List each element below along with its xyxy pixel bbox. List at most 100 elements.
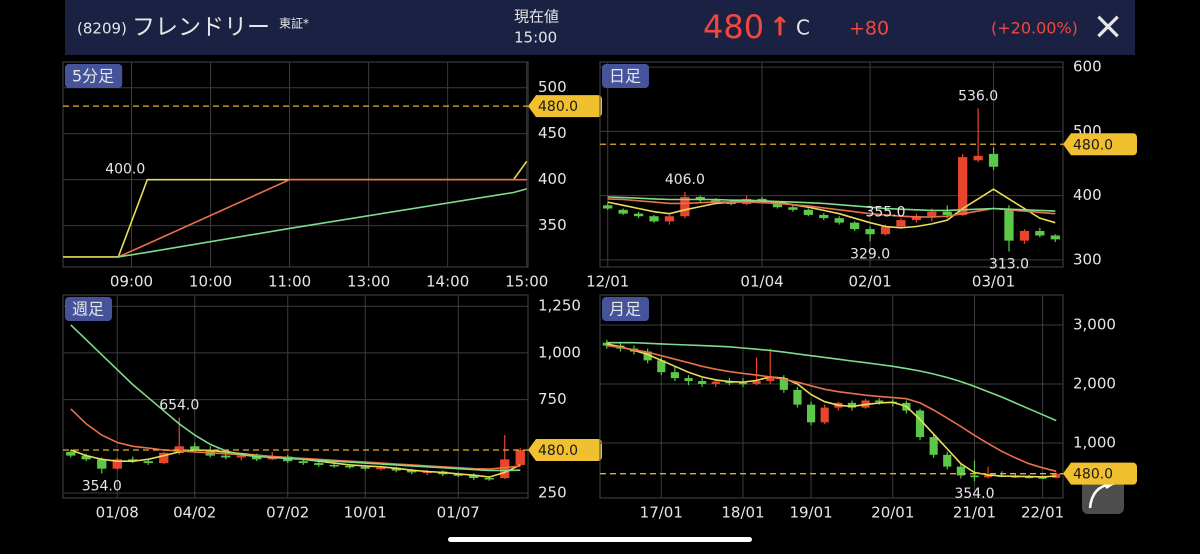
candle-body (793, 389, 802, 405)
price-change-pct: (+20.00%) (991, 19, 1078, 38)
x-tick-label: 20/01 (871, 504, 914, 522)
ma-line (607, 196, 1056, 212)
price-tag (1063, 133, 1137, 156)
price-tag-label: 480.0 (538, 443, 578, 459)
y-tick-label: 300 (1073, 250, 1102, 268)
candle-body (376, 467, 386, 470)
y-tick-label: 450 (538, 124, 567, 142)
candle-body (970, 475, 979, 478)
x-tick-label: 13:00 (347, 273, 390, 291)
panel-tab (65, 297, 113, 321)
x-tick-label: 14:00 (426, 273, 469, 291)
candle-body (174, 446, 184, 453)
x-tick-label: 22/01 (1021, 504, 1064, 522)
candle-body (97, 459, 107, 469)
candle-body (680, 196, 690, 217)
candle-body (779, 378, 788, 390)
candle-body (500, 459, 510, 479)
price-change: +80 (849, 18, 889, 40)
stock-code: (8209) (77, 20, 127, 38)
candle-body (66, 451, 76, 456)
candle-body (896, 220, 906, 227)
y-tick-label: 1,250 (538, 297, 581, 315)
price-tag (1063, 462, 1137, 485)
candle-body (1052, 473, 1061, 478)
candle-body (1050, 235, 1060, 240)
y-tick-label: 3,000 (1073, 315, 1116, 333)
x-tick-label: 01/04 (740, 273, 783, 291)
candle-body (834, 218, 844, 223)
x-tick-label: 11:00 (268, 273, 311, 291)
panel-tab-label: 月足 (609, 300, 641, 319)
x-tick-label: 07/02 (266, 504, 309, 522)
x-tick-label: 03/01 (972, 273, 1015, 291)
candle-body (407, 470, 417, 473)
y-tick-label: 750 (538, 390, 567, 408)
panel-tab (65, 64, 123, 88)
candle-body (752, 381, 761, 384)
candle-body (772, 202, 783, 208)
price-tag-label: 480.0 (1073, 467, 1113, 483)
candle-body (112, 459, 122, 469)
panel-tab-label: 日足 (609, 67, 641, 86)
x-tick-label: 01/07 (437, 504, 480, 522)
panel-tab (602, 297, 650, 321)
candle-body (766, 378, 775, 382)
price-time: 15:00 (514, 29, 557, 47)
candle-body (1019, 231, 1030, 241)
panel-tab-label: 週足 (72, 300, 104, 319)
ma-line (606, 341, 1057, 422)
price-annotation: 354.0 (82, 479, 122, 495)
x-tick-label: 01/08 (96, 504, 139, 522)
price-tag-label: 480.0 (538, 99, 578, 115)
candle-body (657, 360, 666, 373)
price-annotation: 654.0 (159, 398, 199, 414)
candle-body (664, 216, 675, 222)
x-tick-label: 17/01 (640, 504, 683, 522)
x-tick-label: 02/01 (848, 273, 891, 291)
panel-frame (599, 294, 1064, 499)
x-tick-label: 21/01 (953, 504, 996, 522)
candle-body (942, 211, 952, 215)
candle-body (738, 382, 748, 385)
candle-body (943, 454, 952, 467)
price-tag (528, 439, 602, 462)
panel-frame (62, 61, 529, 268)
candle-body (515, 450, 525, 465)
candle-body (698, 381, 707, 384)
candle-body (670, 372, 679, 379)
candle-body (711, 381, 720, 384)
candle-body (391, 467, 401, 471)
price-annotation: 329.0 (850, 246, 890, 262)
candle-body (988, 153, 999, 167)
y-tick-label: 1,000 (1073, 434, 1116, 452)
x-tick-label: 10/01 (344, 504, 387, 522)
price-annotation: 313.0 (989, 257, 1029, 273)
candle-body (81, 455, 91, 460)
x-tick-label: 04/02 (173, 504, 216, 522)
candle-body (314, 463, 324, 465)
candle-body (820, 407, 829, 423)
ma-line (607, 188, 1056, 229)
y-tick-label: 350 (538, 216, 567, 234)
y-tick-label: 250 (538, 483, 567, 501)
candle-body (221, 455, 231, 458)
candle-body (128, 459, 138, 462)
price-caption: 現在値 (514, 8, 559, 26)
market: 東証* (279, 17, 309, 31)
candle-body (695, 196, 705, 201)
candle-body (973, 155, 983, 161)
close-button[interactable]: × (1092, 4, 1124, 48)
candle-body (1004, 208, 1014, 241)
ma-line (118, 188, 527, 258)
candle-body (875, 400, 884, 403)
candle-body (726, 202, 736, 205)
candle-body (803, 209, 813, 215)
candle-body (252, 455, 262, 460)
candle-body (469, 475, 479, 479)
ma-line (63, 160, 528, 258)
candle-body (159, 452, 169, 464)
y-tick-label: 400 (1073, 186, 1102, 204)
